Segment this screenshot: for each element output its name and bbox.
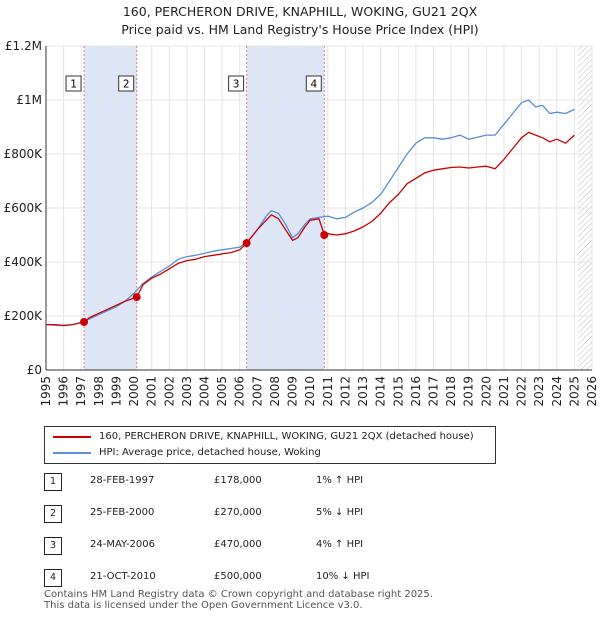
price-chart: 160, PERCHERON DRIVE, KNAPHILL, WOKING, … xyxy=(4,4,599,407)
sale-number-badge: 1 xyxy=(44,473,62,491)
x-tick-label: 2016 xyxy=(409,376,423,407)
x-tick-label: 2006 xyxy=(233,376,247,407)
chart-title: 160, PERCHERON DRIVE, KNAPHILL, WOKING, … xyxy=(123,4,478,19)
x-tick-label: 2005 xyxy=(215,376,229,407)
x-tick-label: 2003 xyxy=(180,376,194,407)
y-tick-label: £1.2M xyxy=(5,39,42,53)
sale-point xyxy=(242,239,251,248)
series-line-hpi xyxy=(45,99,575,327)
x-tick-label: 2013 xyxy=(356,376,370,407)
x-tick-label: 1995 xyxy=(39,376,53,407)
sale-row: 4 21-OCT-2010 £500,000 10% ↓ HPI xyxy=(44,569,444,587)
sale-date: 28-FEB-1997 xyxy=(90,475,155,486)
sale-number-badge: 2 xyxy=(44,505,62,523)
x-tick-label: 2018 xyxy=(444,376,458,407)
y-tick-label: £600K xyxy=(4,201,44,215)
sale-label-text: 2 xyxy=(123,79,130,91)
y-tick-label: £400K xyxy=(4,255,44,269)
x-tick-label: 2019 xyxy=(462,376,476,407)
x-tick-label: 2020 xyxy=(479,376,493,407)
legend: 160, PERCHERON DRIVE, KNAPHILL, WOKING, … xyxy=(44,426,496,464)
sale-hpi-comparison: 5% ↓ HPI xyxy=(316,507,364,518)
sale-date: 21-OCT-2010 xyxy=(90,571,156,582)
sale-hpi-comparison: 1% ↑ HPI xyxy=(316,475,364,486)
legend-label-property: 160, PERCHERON DRIVE, KNAPHILL, WOKING, … xyxy=(99,431,474,442)
sale-date: 25-FEB-2000 xyxy=(90,507,155,518)
sale-label-text: 3 xyxy=(233,79,240,91)
legend-label-hpi: HPI: Average price, detached house, Woki… xyxy=(99,447,321,458)
plot-area: 1 2 3 4 £0 £200K £400K £600K £800K £1M £1.2M 1995 19… xyxy=(4,39,599,407)
sale-label-box xyxy=(65,75,82,92)
x-tick-label: 2001 xyxy=(145,376,159,407)
x-tick-label: 2011 xyxy=(321,376,335,407)
x-tick-label: 2022 xyxy=(515,376,529,407)
sale-hpi-comparison: 4% ↑ HPI xyxy=(316,539,364,550)
x-tick-label: 2023 xyxy=(532,376,546,407)
sale-point xyxy=(320,231,329,239)
license-line: This data is licensed under the Open Gov… xyxy=(44,600,363,611)
sale-label-text: 1 xyxy=(70,79,77,91)
y-tick-label: £800K xyxy=(4,147,44,161)
x-tick-label: 1997 xyxy=(74,376,88,407)
sale-label-text: 4 xyxy=(310,79,317,91)
x-tick-label: 2009 xyxy=(286,376,300,407)
x-tick-label: 2026 xyxy=(585,376,599,407)
sale-price: £470,000 xyxy=(214,539,262,550)
x-tick-label: 2008 xyxy=(268,376,282,407)
sale-price: £270,000 xyxy=(214,507,262,518)
sale-number-badge: 3 xyxy=(44,537,62,555)
sale-label-box xyxy=(305,75,322,92)
sale-row: 1 28-FEB-1997 £178,000 1% ↑ HPI xyxy=(44,473,444,491)
y-tick-label: £1M xyxy=(16,93,42,107)
sale-point xyxy=(132,293,141,302)
sale-number-badge: 4 xyxy=(44,569,62,587)
y-tick-label: £200K xyxy=(4,309,44,323)
x-tick-label: 2007 xyxy=(250,376,264,407)
sale-date: 24-MAY-2006 xyxy=(90,539,156,550)
x-tick-label: 2014 xyxy=(374,376,388,407)
x-tick-label: 2017 xyxy=(426,376,440,407)
x-tick-label: 2004 xyxy=(198,376,212,407)
sale-hpi-comparison: 10% ↓ HPI xyxy=(316,571,370,582)
legend-swatch-hpi xyxy=(53,452,91,454)
sale-price: £500,000 xyxy=(214,571,262,582)
footer: Contains HM Land Registry data © Crown c… xyxy=(44,589,433,611)
x-tick-label: 2012 xyxy=(338,376,352,407)
x-tick-label: 2002 xyxy=(162,376,176,407)
x-tick-label: 2000 xyxy=(127,376,141,407)
sale-label-box xyxy=(228,75,245,92)
x-tick-label: 2021 xyxy=(497,376,511,407)
x-tick-label: 1999 xyxy=(109,376,123,407)
copyright-line: Contains HM Land Registry data © Crown c… xyxy=(44,589,433,600)
x-tick-label: 1998 xyxy=(92,376,106,407)
chart-subtitle: Price paid vs. HM Land Registry's House … xyxy=(121,22,478,37)
sale-row: 2 25-FEB-2000 £270,000 5% ↓ HPI xyxy=(44,505,444,523)
legend-swatch-property xyxy=(53,436,91,438)
y-tick-label: £0 xyxy=(27,363,42,377)
sale-point xyxy=(80,317,89,326)
x-tick-label: 2024 xyxy=(550,376,564,407)
sale-row: 3 24-MAY-2006 £470,000 4% ↑ HPI xyxy=(44,537,444,555)
x-tick-label: 2025 xyxy=(567,376,581,407)
x-tick-label: 2015 xyxy=(391,376,405,407)
x-tick-label: 1996 xyxy=(57,376,71,407)
x-tick-label: 2010 xyxy=(303,376,317,407)
sale-price: £178,000 xyxy=(214,475,262,486)
sale-label-box xyxy=(118,75,135,92)
series-line-property xyxy=(46,131,575,327)
